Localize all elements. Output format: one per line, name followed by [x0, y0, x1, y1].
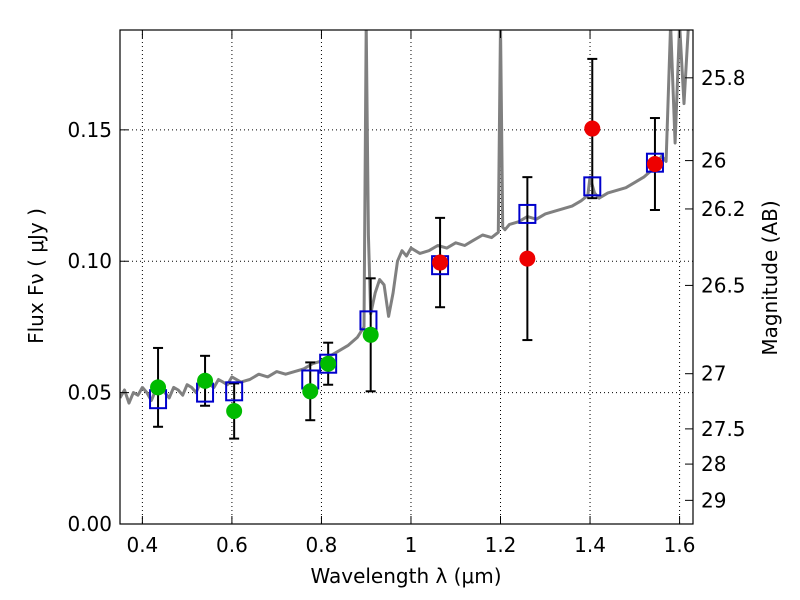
x-tick-label: 1.2 [485, 533, 517, 557]
y-axis-title: Flux Fν ( μJy ) [24, 208, 48, 344]
axes [119, 29, 694, 525]
y-tick-label: 0.10 [67, 249, 112, 273]
x-tick-label: 1.4 [574, 533, 606, 557]
photometry-point [519, 250, 536, 267]
y-tick-label: 0.05 [67, 381, 112, 405]
y-tick-label: 0.15 [67, 118, 112, 142]
plot-frame [119, 29, 694, 525]
tick-labels: 0.4 0.6 0.8 1 1.2 1.4 1.6 0.00 0.05 0.10 0.15 25.8 2… [67, 66, 745, 557]
spectrum-layer [120, 30, 690, 405]
right-tick-label: 29 [701, 488, 726, 512]
photometry-point [646, 156, 663, 173]
template-spectrum-line [120, 30, 690, 405]
grid [120, 30, 693, 525]
photometry-point [320, 355, 337, 372]
photometry-points [150, 120, 663, 420]
right-tick-label: 28 [701, 452, 726, 476]
photometry-point [226, 403, 243, 420]
right-tick-label: 25.8 [701, 66, 746, 90]
model-square-marker [518, 203, 537, 224]
model-square-marker [225, 381, 244, 402]
photometry-point [197, 372, 214, 389]
photometry-point [150, 379, 167, 396]
photometry-point [362, 326, 379, 343]
x-tick-label: 0.6 [216, 533, 248, 557]
right-tick-label: 26 [701, 149, 726, 173]
right-tick-label: 27.5 [701, 417, 746, 441]
photometry-point [584, 120, 601, 137]
x-tick-label: 1 [405, 533, 418, 557]
y-tick-label: 0.00 [67, 512, 112, 536]
photometry-point [432, 254, 449, 271]
photometry-point [302, 383, 319, 400]
model-squares [149, 152, 664, 410]
right-tick-label: 27 [701, 362, 726, 386]
right-tick-label: 26.2 [701, 197, 746, 221]
model-square-marker [583, 176, 602, 197]
x-tick-label: 0.4 [126, 533, 158, 557]
x-tick-label: 0.8 [306, 533, 338, 557]
right-axis-title: Magnitude (AB) [758, 200, 782, 355]
x-axis-title: Wavelength λ (μm) [310, 564, 501, 588]
right-tick-label: 26.5 [701, 273, 746, 297]
x-tick-label: 1.6 [664, 533, 696, 557]
